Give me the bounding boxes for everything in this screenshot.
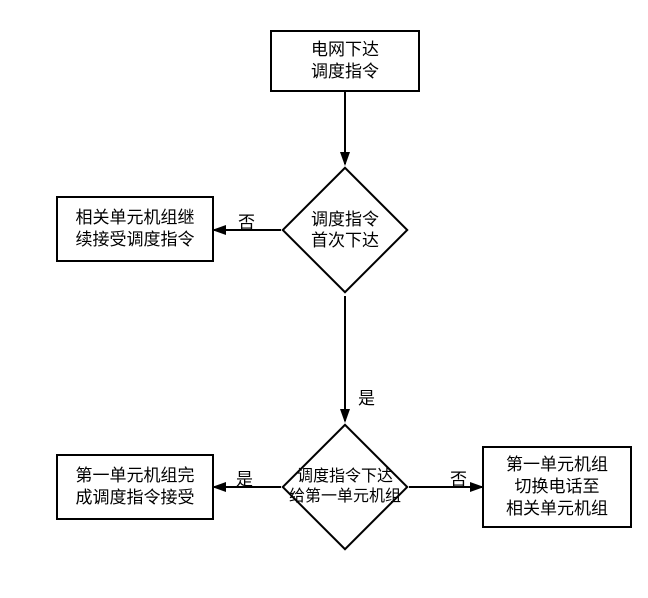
- node-first-unit-done: 第一单元机组完成调度指令接受: [56, 454, 214, 520]
- node-continue-accept: 相关单元机组继续接受调度指令: [56, 196, 214, 262]
- edge-label-yes-2: 是: [234, 465, 255, 490]
- node-continue-accept-label: 相关单元机组继续接受调度指令: [76, 207, 195, 251]
- edge-label-no-1: 否: [236, 208, 257, 233]
- node-first-unit-done-label: 第一单元机组完成调度指令接受: [76, 465, 195, 509]
- node-start: 电网下达调度指令: [270, 30, 420, 92]
- node-switch-phone: 第一单元机组切换电话至相关单元机组: [482, 446, 632, 528]
- decision-to-first-unit: [281, 423, 408, 550]
- edge-label-yes-1: 是: [356, 384, 377, 409]
- node-switch-phone-label: 第一单元机组切换电话至相关单元机组: [506, 454, 608, 520]
- decision-first-issue: [281, 166, 408, 293]
- flowchart-canvas: 电网下达调度指令 相关单元机组继续接受调度指令 第一单元机组完成调度指令接受 第…: [0, 0, 648, 598]
- node-start-label: 电网下达调度指令: [311, 39, 379, 83]
- edge-label-no-2: 否: [448, 465, 469, 490]
